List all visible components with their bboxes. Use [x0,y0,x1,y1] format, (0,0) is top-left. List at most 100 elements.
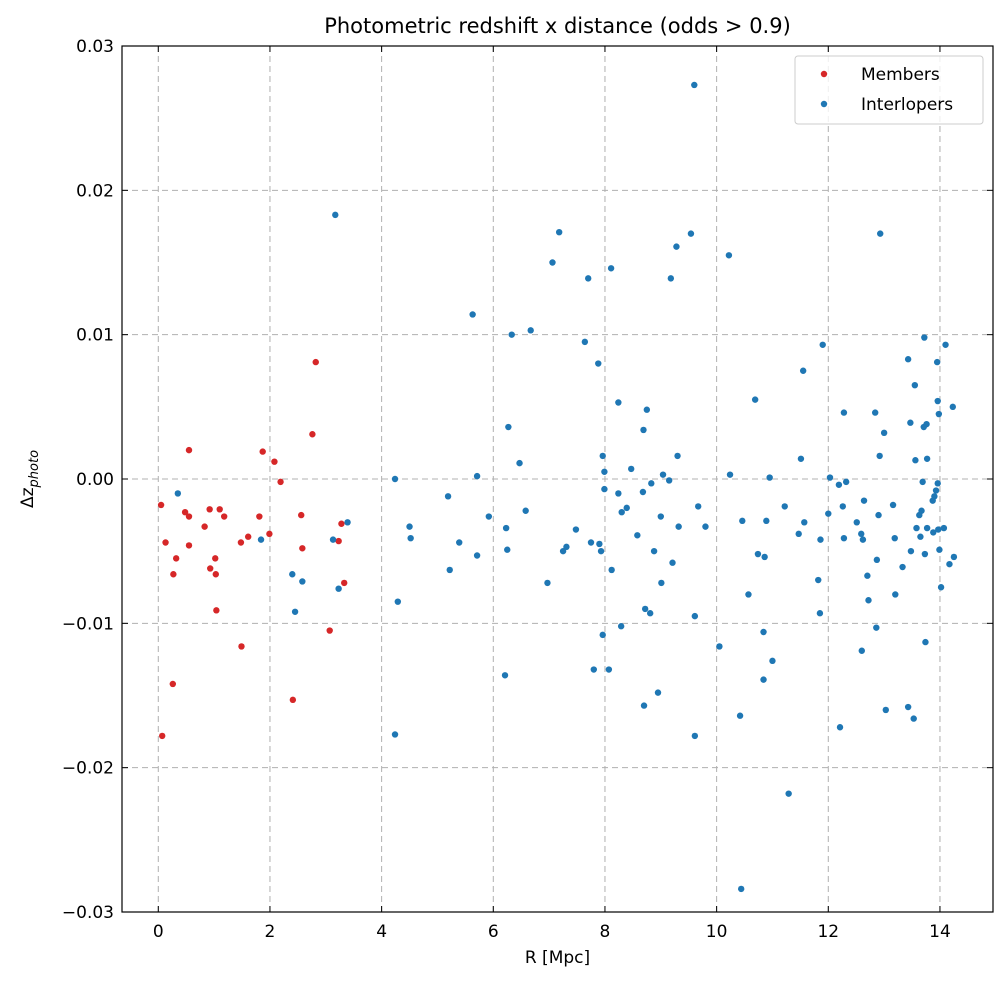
y-axis-label-main: Δz [18,487,38,508]
interlopers-point [880,429,888,437]
interlopers-point [456,539,463,546]
interlopers-point [344,519,351,526]
interlopers-point [597,547,605,555]
interlopers-point [761,553,768,561]
interlopers-point [839,503,847,510]
interlopers-point [601,485,608,493]
members-point [244,533,252,540]
interlopers-point [932,487,940,494]
interlopers-point [394,598,402,605]
legend-label-members: Members [861,65,940,85]
members-point [299,545,306,552]
interlopers-point [563,543,570,551]
interlopers-point [673,243,680,250]
interlopers-point [618,508,625,516]
interlopers-point [257,536,265,543]
interlopers-point [555,228,563,236]
interlopers-point [785,790,792,797]
x-tick-label: 12 [817,922,839,942]
interlopers-point [739,517,746,525]
interlopers-point [691,81,698,89]
interlopers-point [751,396,759,403]
interlopers-point [572,526,580,533]
chart-title: Photometric redshift x distance (odds > … [324,14,791,38]
interlopers-point [406,523,413,530]
y-tick-label: 0.02 [76,181,114,201]
grid-layer [122,45,993,913]
interlopers-point [904,703,912,711]
interlopers-point [816,610,824,617]
interlopers-point [650,547,658,555]
interlopers-point [946,560,953,568]
members-point [298,511,305,519]
interlopers-point [935,526,942,533]
interlopers-point [174,490,182,497]
interlopers-point [892,591,899,598]
members-point [338,520,345,527]
members-point [159,732,166,740]
members-point [266,530,273,538]
interlopers-point [669,559,676,566]
interlopers-point [407,534,414,542]
interlopers-point [760,628,767,636]
interlopers-point [391,731,399,738]
interlopers-point [921,550,929,558]
interlopers-point [559,547,567,555]
legend-marker-interlopers [820,100,828,108]
interlopers-point [590,666,597,673]
interlopers-point [737,885,745,893]
interlopers-point [858,647,865,654]
interlopers-point [923,524,931,532]
interlopers-point [922,638,929,646]
interlopers-point [923,420,930,428]
interlopers-point [899,563,906,571]
interlopers-point [923,455,931,462]
interlopers-point [527,327,534,334]
interlopers-point [691,612,699,620]
members-point [341,579,348,587]
interlopers-point [826,474,834,481]
interlopers-point [875,511,882,519]
interlopers-point [933,358,941,366]
interlopers-point [628,465,635,473]
interlopers-point [654,689,662,696]
interlopers-point [882,706,889,714]
interlopers-point [391,475,399,483]
members-point [289,696,297,704]
interlopers-point [726,471,734,478]
interlopers-point [795,530,802,538]
interlopers-point [646,610,654,617]
interlopers-point [949,403,956,411]
interlopers-point [760,676,767,683]
interlopers-point [873,556,881,564]
interlopers-point [763,517,770,525]
interlopers-point [836,724,844,731]
interlopers-point [835,481,843,488]
members-point [169,680,177,688]
interlopers-point [599,631,606,639]
x-tick-label: 10 [706,922,728,942]
x-tick-label: 8 [600,922,611,942]
interlopers-point [940,524,948,532]
legend-marker-members [820,70,828,78]
interlopers-point [596,540,603,548]
interlopers-point [921,334,928,341]
members-point [216,506,223,513]
interlopers-point [640,702,648,709]
x-axis-label: R [Mpc] [525,948,590,968]
interlopers-point [695,503,702,510]
x-tick-label: 6 [488,922,499,942]
interlopers-point [658,579,665,587]
interlopers-point [840,409,848,416]
interlopers-point [919,478,926,486]
interlopers-point [891,534,898,542]
interlopers-point [876,452,883,460]
interlopers-point [815,576,822,584]
interlopers-point [871,409,879,416]
members-point [309,431,316,438]
interlopers-point [931,493,938,500]
interlopers-point [299,578,306,585]
x-tick-label: 2 [265,922,276,942]
interlopers-point [889,501,897,509]
